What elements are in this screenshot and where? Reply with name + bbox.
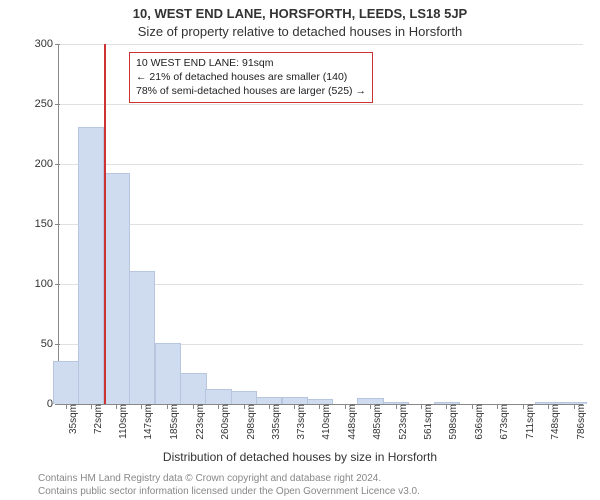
page-title-line2: Size of property relative to detached ho… [0, 24, 600, 39]
page: 10, WEST END LANE, HORSFORTH, LEEDS, LS1… [0, 0, 600, 500]
x-axis-label: Distribution of detached houses by size … [0, 450, 600, 464]
x-tick-label: 448sqm [341, 404, 358, 440]
footnote-line2: Contains public sector information licen… [38, 486, 420, 499]
x-tick-label: 561sqm [417, 404, 434, 440]
x-tick-label: 72sqm [87, 404, 104, 434]
x-tick-label: 110sqm [112, 404, 129, 439]
grid-line [59, 224, 583, 225]
x-tick-label: 260sqm [214, 404, 231, 440]
info-box-line3: 78% of semi-detached houses are larger (… [136, 84, 366, 98]
x-tick-label: 485sqm [366, 404, 383, 440]
y-tick-label: 50 [41, 338, 59, 350]
histogram-bar [155, 343, 181, 404]
histogram-bar [256, 397, 282, 404]
x-tick-label: 373sqm [290, 404, 307, 440]
x-tick-label: 35sqm [62, 404, 79, 434]
x-tick-label: 147sqm [137, 404, 154, 440]
histogram-bar [129, 271, 155, 404]
y-tick-label: 200 [35, 158, 59, 170]
x-tick-label: 786sqm [570, 404, 587, 440]
property-info-box: 10 WEST END LANE: 91sqm ← 21% of detache… [129, 52, 373, 103]
property-marker-line [104, 44, 106, 404]
x-tick-label: 335sqm [265, 404, 282, 440]
histogram-bar [53, 361, 79, 404]
chart-plot-area: 05010015020025030035sqm72sqm110sqm147sqm… [58, 44, 583, 405]
histogram-bar [231, 391, 257, 404]
x-tick-label: 748sqm [544, 404, 561, 440]
footnote-line1: Contains HM Land Registry data © Crown c… [38, 473, 420, 486]
page-title-line1: 10, WEST END LANE, HORSFORTH, LEEDS, LS1… [0, 6, 600, 21]
y-tick-label: 300 [35, 38, 59, 50]
x-tick-label: 223sqm [189, 404, 206, 440]
grid-line [59, 164, 583, 165]
x-tick-label: 711sqm [519, 404, 536, 439]
grid-line [59, 104, 583, 105]
info-box-line1: 10 WEST END LANE: 91sqm [136, 56, 366, 70]
histogram-bar [78, 127, 104, 404]
x-tick-label: 185sqm [163, 404, 180, 440]
x-tick-label: 636sqm [468, 404, 485, 440]
y-tick-label: 100 [35, 278, 59, 290]
histogram-bar [104, 173, 130, 404]
y-tick-label: 250 [35, 98, 59, 110]
y-tick-label: 150 [35, 218, 59, 230]
histogram-bar [205, 389, 231, 404]
x-tick-label: 523sqm [392, 404, 409, 440]
x-tick-label: 598sqm [442, 404, 459, 440]
x-tick-label: 410sqm [315, 404, 332, 440]
x-tick-label: 298sqm [240, 404, 257, 440]
histogram-bar [282, 397, 308, 404]
histogram-bar [180, 373, 206, 404]
grid-line [59, 44, 583, 45]
footnote: Contains HM Land Registry data © Crown c… [38, 473, 420, 498]
x-tick-label: 673sqm [493, 404, 510, 440]
info-box-line2: ← 21% of detached houses are smaller (14… [136, 70, 366, 84]
